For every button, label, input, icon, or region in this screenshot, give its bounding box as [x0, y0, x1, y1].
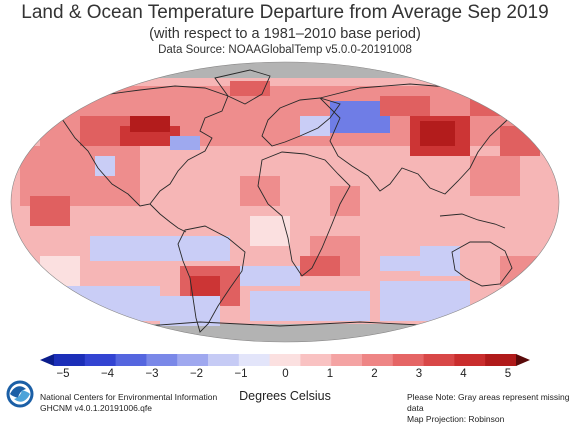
anomaly-region-cool	[300, 116, 330, 136]
anomaly-region-hot	[470, 96, 520, 116]
anomaly-region-hot	[500, 126, 540, 156]
anomaly-region-extreme	[420, 121, 455, 146]
anomaly-region-cool	[240, 266, 300, 286]
colorbar-tick-label: 3	[415, 368, 423, 380]
new-zealand-outline	[523, 283, 531, 303]
footer-org-line2: GHCNM v4.0.1.20191006.qfe	[40, 403, 152, 413]
colorbar-max-arrow	[516, 354, 530, 366]
colorbar-cell	[485, 354, 517, 366]
colorbar-min-arrow	[40, 354, 54, 366]
colorbar-tick-label: 4	[460, 368, 467, 380]
footer-note-line2: Map Projection: Robinson	[407, 414, 505, 424]
colorbar-tick-label: 1	[326, 368, 334, 380]
indonesia-outline	[439, 213, 506, 229]
anomaly-region-hot	[30, 196, 70, 226]
colorbar-tick-label: 0	[282, 368, 289, 380]
colorbar-cell	[84, 354, 117, 366]
colorbar-cell	[331, 354, 363, 366]
central-america-outline	[149, 203, 187, 233]
colorbar-cell	[238, 354, 271, 366]
colorbar-cell	[269, 354, 301, 366]
colorbar-cell	[115, 354, 147, 366]
globe-border	[10, 61, 560, 343]
missing-data-region	[11, 62, 559, 78]
anomaly-region-warmer	[330, 186, 360, 216]
colorbar-cell	[208, 354, 240, 366]
anomaly-region-hot	[230, 81, 270, 96]
colorbar-cell	[454, 354, 486, 366]
colorbar-cell	[146, 354, 178, 366]
colorbar-tick-label: 2	[371, 368, 378, 380]
anomaly-region-warmer	[240, 176, 280, 206]
anomaly-region-cool	[90, 236, 230, 261]
colorbar-cell	[177, 354, 209, 366]
anomaly-region-extreme	[130, 116, 170, 132]
footer-note-line1: Please Note: Gray areas represent missin…	[407, 392, 570, 413]
anomaly-region-very-cold	[340, 106, 370, 126]
north-america-outline	[59, 85, 229, 207]
colorbar-tick-label: −1	[234, 368, 248, 380]
anomaly-region-near-zero	[40, 256, 80, 286]
colorbar-cell	[423, 354, 455, 366]
anomaly-region-cool	[250, 291, 370, 321]
colorbar-cell	[300, 354, 332, 366]
anomaly-region-warmer	[500, 256, 550, 286]
colorbar-tick-label: −5	[56, 368, 70, 380]
anomaly-region-hot	[300, 256, 340, 276]
missing-data-region	[11, 324, 559, 342]
colorbar-tick-label: −3	[145, 368, 159, 380]
colorbar-cell	[392, 354, 425, 366]
anomaly-region-cool	[380, 281, 470, 321]
europe-outline	[261, 97, 341, 147]
colorbar-tick-label: −2	[189, 368, 204, 380]
map-subtitle: (with respect to a 1981–2010 base period…	[149, 26, 421, 42]
anomaly-region-hot	[380, 96, 430, 116]
colorbar-tick-label: −4	[100, 368, 115, 380]
africa-outline	[257, 151, 351, 277]
footer-notes: Please Note: Gray areas represent missin…	[407, 392, 570, 425]
footer-organization: National Centers for Environmental Infor…	[40, 392, 217, 414]
colorbar-cell	[54, 354, 86, 366]
colorbar	[40, 354, 530, 366]
colorbar-cell	[362, 354, 394, 366]
anomaly-region-cool	[160, 296, 220, 326]
anomaly-region-cool	[95, 156, 115, 176]
world-anomaly-map	[10, 61, 560, 343]
anomaly-region-warmer	[470, 156, 520, 196]
anomaly-region-near-zero	[250, 216, 290, 246]
south-america-outline	[177, 225, 246, 333]
colorbar-ticks: −5 −4 −3 −2 −1 0 1 2 3 4 5	[0, 368, 570, 384]
noaa-logo-icon	[6, 380, 34, 408]
colorbar-tick-label: 5	[504, 368, 512, 380]
data-source: Data Source: NOAAGlobalTemp v5.0.0-20191…	[158, 44, 412, 56]
greenland-outline	[214, 69, 271, 105]
anomaly-region-cold	[170, 136, 200, 150]
anomaly-region-cool	[60, 286, 160, 321]
unit-label: Degrees Celsius	[239, 389, 331, 403]
australia-outline	[451, 241, 513, 287]
anomaly-region-cool	[380, 256, 420, 271]
footer-org-line1: National Centers for Environmental Infor…	[40, 392, 218, 402]
map-title: Land & Ocean Temperature Departure from …	[21, 2, 549, 23]
anomaly-region-warm	[470, 296, 550, 321]
